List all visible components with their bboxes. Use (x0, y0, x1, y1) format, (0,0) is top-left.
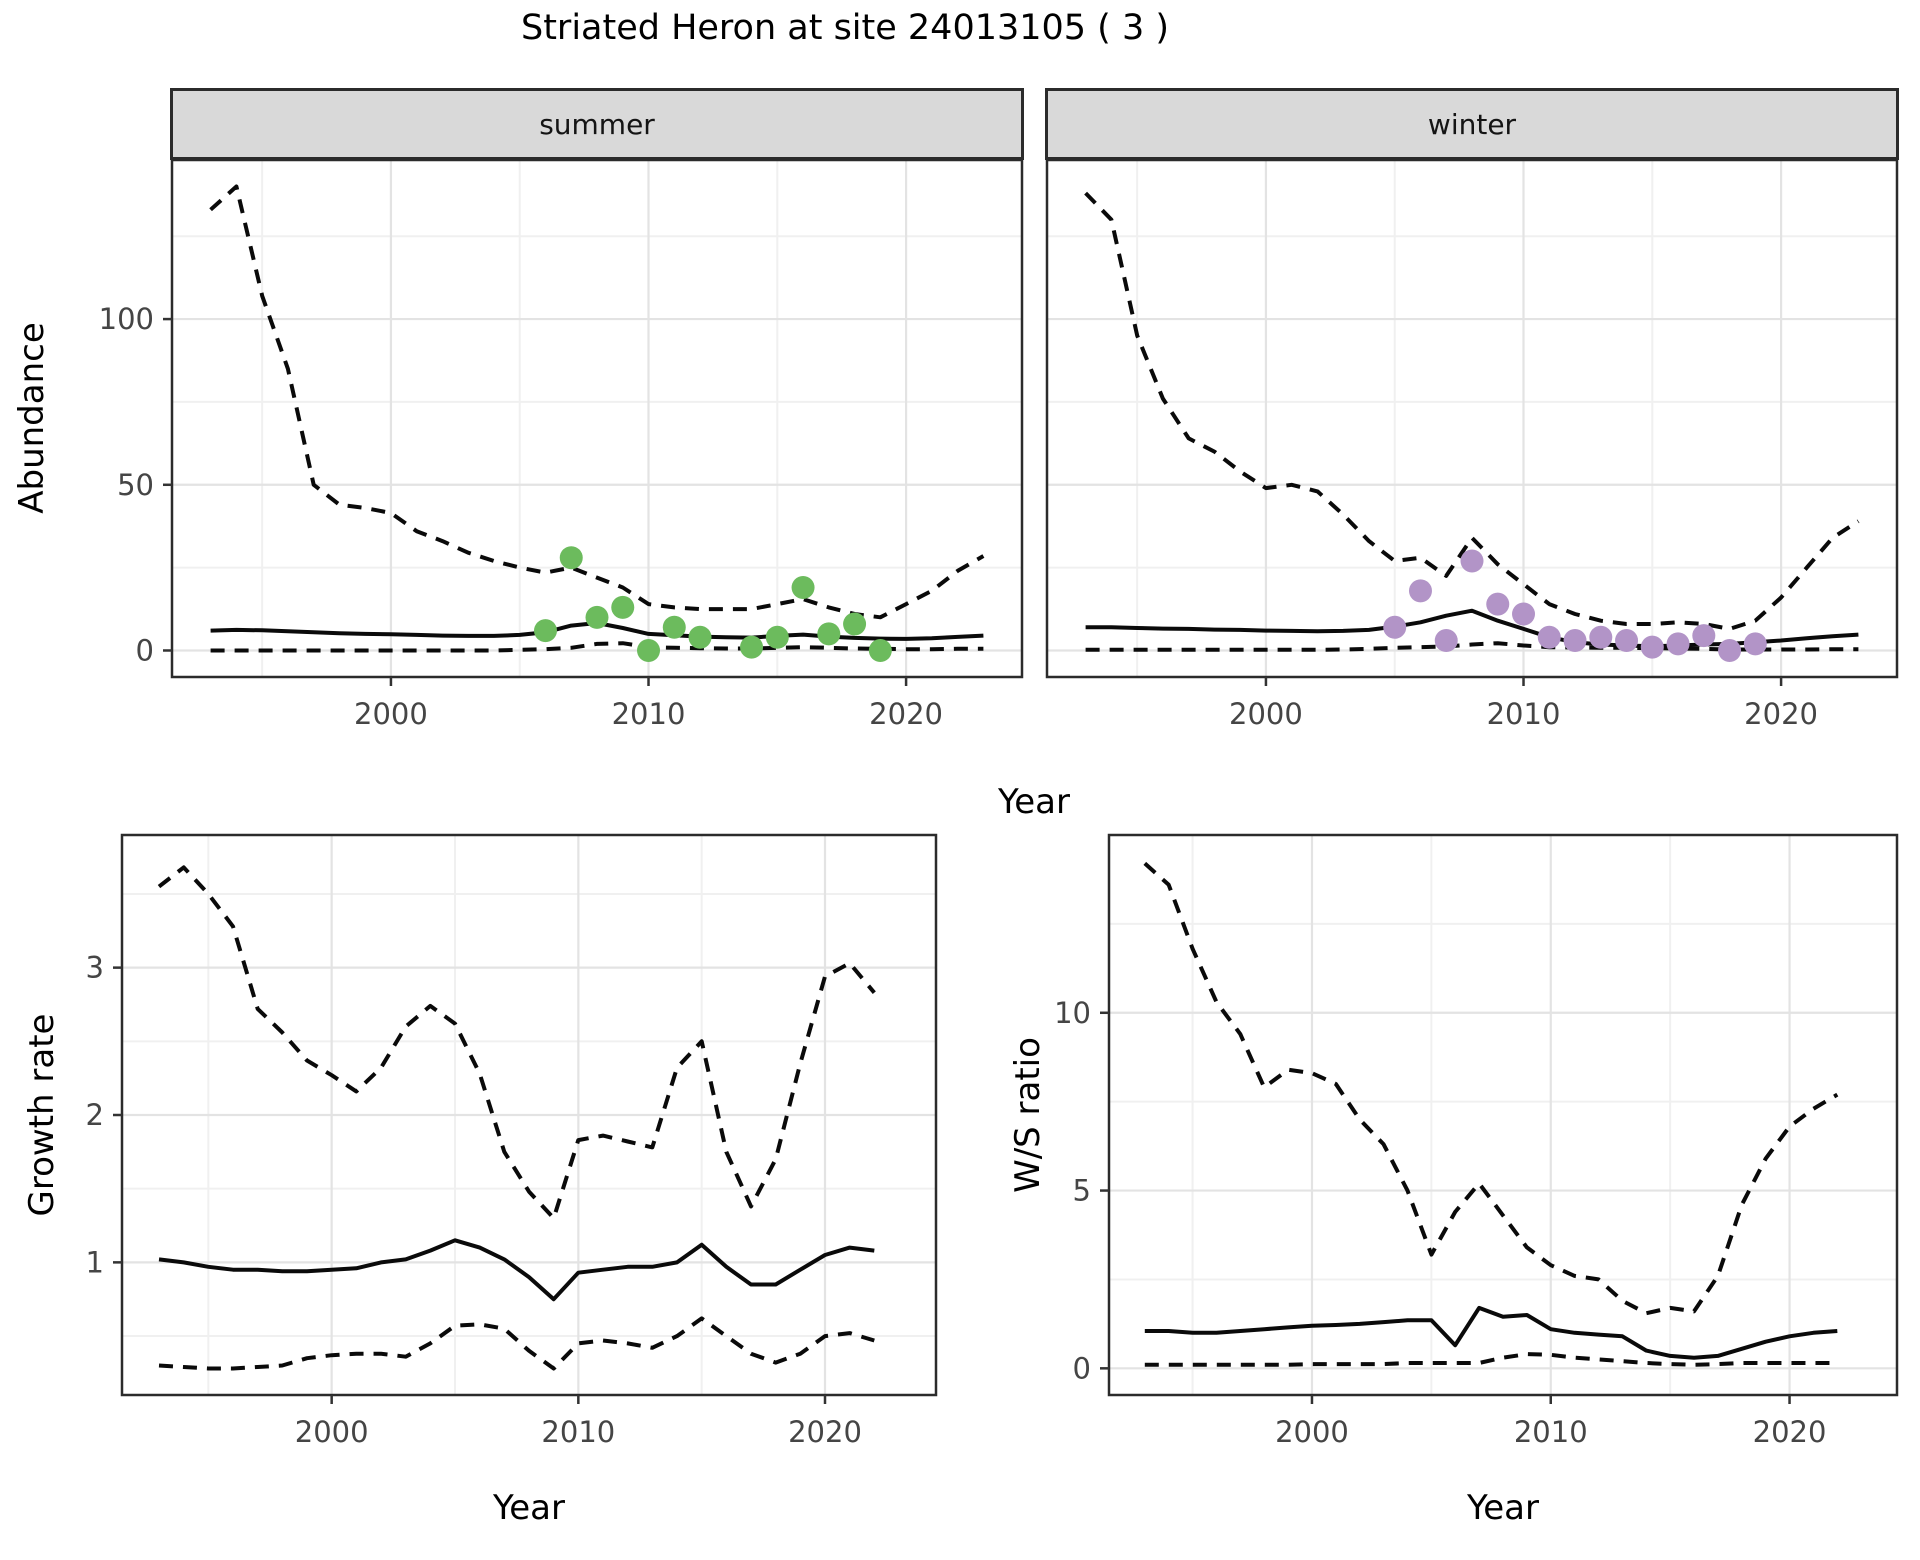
x-tick-label: 2020 (788, 1415, 862, 1449)
abundance_summer-observation-point (817, 622, 841, 646)
y-tick-label: 0 (136, 633, 154, 667)
x-tick-label: 2020 (869, 697, 943, 731)
abundance_winter-observation-point (1434, 629, 1458, 653)
y-tick-label: 2 (86, 1098, 104, 1132)
x-axis-title-ws-ratio: Year (1467, 1488, 1539, 1528)
y-tick-label: 50 (117, 468, 154, 502)
ws_ratio-median-line (1144, 1305, 1838, 1360)
ws_ratio-upper-95ci-line (1143, 861, 1839, 1316)
y-tick-label: 100 (99, 302, 154, 336)
abundance_summer-observation-point (662, 615, 686, 639)
x-tick-label: 2010 (1514, 1415, 1588, 1449)
x-tick-label: 2000 (1229, 697, 1303, 731)
abundance_summer-observation-point (533, 619, 557, 643)
abundance_winter-observation-point (1486, 592, 1510, 616)
abundance_summer-observation-point (843, 612, 867, 636)
y-tick-label: 3 (86, 951, 104, 985)
abundance_winter-observation-point (1640, 635, 1664, 659)
abundance_winter-observation-point (1718, 638, 1742, 662)
abundance_winter-observation-point (1589, 625, 1613, 649)
x-axis-title-top: Year (998, 782, 1070, 822)
x-axis-title-growth-rate: Year (493, 1488, 565, 1528)
x-tick-label: 2000 (354, 697, 428, 731)
abundance_winter-lower-95ci-line (1085, 641, 1859, 652)
abundance_winter-observation-point (1563, 629, 1587, 653)
abundance_winter-observation-point (1743, 632, 1767, 656)
facet-strip-winter-label: winter (1427, 107, 1517, 141)
panel-border (1045, 158, 1899, 679)
panel-abundance_winter: 2000 2010 2020 (1045, 158, 1899, 731)
growth_rate-lower-95ci-line (158, 1316, 875, 1371)
abundance_winter-observation-point (1692, 624, 1716, 648)
abundance_winter-observation-point (1512, 602, 1536, 626)
ws_ratio-lower-95ci-line (1144, 1352, 1838, 1367)
abundance_winter-median-line (1085, 608, 1859, 649)
x-tick-label: 2000 (295, 1415, 369, 1449)
abundance_summer-observation-point (740, 635, 764, 659)
facet-strip-summer-label: summer (539, 107, 655, 141)
abundance_summer-observation-point (637, 638, 661, 662)
abundance_winter-observation-point (1537, 625, 1561, 649)
abundance_summer-lower-95ci-line (210, 641, 984, 653)
abundance_summer-observation-point (868, 638, 892, 662)
facet-strip-summer: summer (170, 88, 1024, 160)
x-tick-label: 2010 (612, 697, 686, 731)
plot-title: Striated Heron at site 24013105 ( 3 ) (520, 8, 1170, 48)
abundance_summer-observation-point (688, 625, 712, 649)
x-tick-label: 2000 (1275, 1415, 1349, 1449)
x-tick-label: 2010 (1487, 697, 1561, 731)
abundance_winter-observation-point (1460, 549, 1484, 573)
abundance_winter-observation-point (1408, 579, 1432, 603)
panel-growth_rate: 2000 2010 2020 1 2 3 (86, 833, 938, 1449)
panel-border (170, 158, 1024, 679)
abundance_winter-observation-point (1383, 615, 1407, 639)
abundance_summer-observation-point (791, 576, 815, 600)
y-tick-label: 1 (86, 1245, 104, 1279)
y-axis-title-abundance: Abundance (12, 322, 52, 514)
growth_rate-upper-95ci-line (157, 865, 876, 1221)
panel-border (1107, 833, 1899, 1397)
panel-abundance_summer: 2000 2010 2020 0 50 100 (99, 158, 1024, 731)
abundance_winter-observation-point (1615, 629, 1639, 653)
x-tick-label: 2020 (1744, 697, 1818, 731)
growth_rate-median-line (158, 1238, 875, 1302)
y-tick-label: 0 (1073, 1351, 1091, 1385)
x-tick-label: 2020 (1753, 1415, 1827, 1449)
abundance_summer-observation-point (559, 546, 583, 570)
abundance_winter-upper-95ci-line (1084, 191, 1860, 631)
abundance_summer-observation-point (585, 605, 609, 629)
abundance_winter-observation-point (1666, 632, 1690, 656)
abundance_summer-observation-point (765, 625, 789, 649)
facet-strip-winter: winter (1045, 88, 1899, 160)
abundance_summer-observation-point (611, 595, 635, 619)
y-axis-title-ws-ratio: W/S ratio (1008, 1037, 1048, 1193)
y-tick-label: 10 (1054, 996, 1091, 1030)
x-tick-label: 2010 (541, 1415, 615, 1449)
y-axis-title-growth-rate: Growth rate (22, 1013, 62, 1217)
y-tick-label: 5 (1073, 1174, 1091, 1208)
panel-ws_ratio: 2000 2010 2020 0 5 10 (1054, 833, 1899, 1449)
